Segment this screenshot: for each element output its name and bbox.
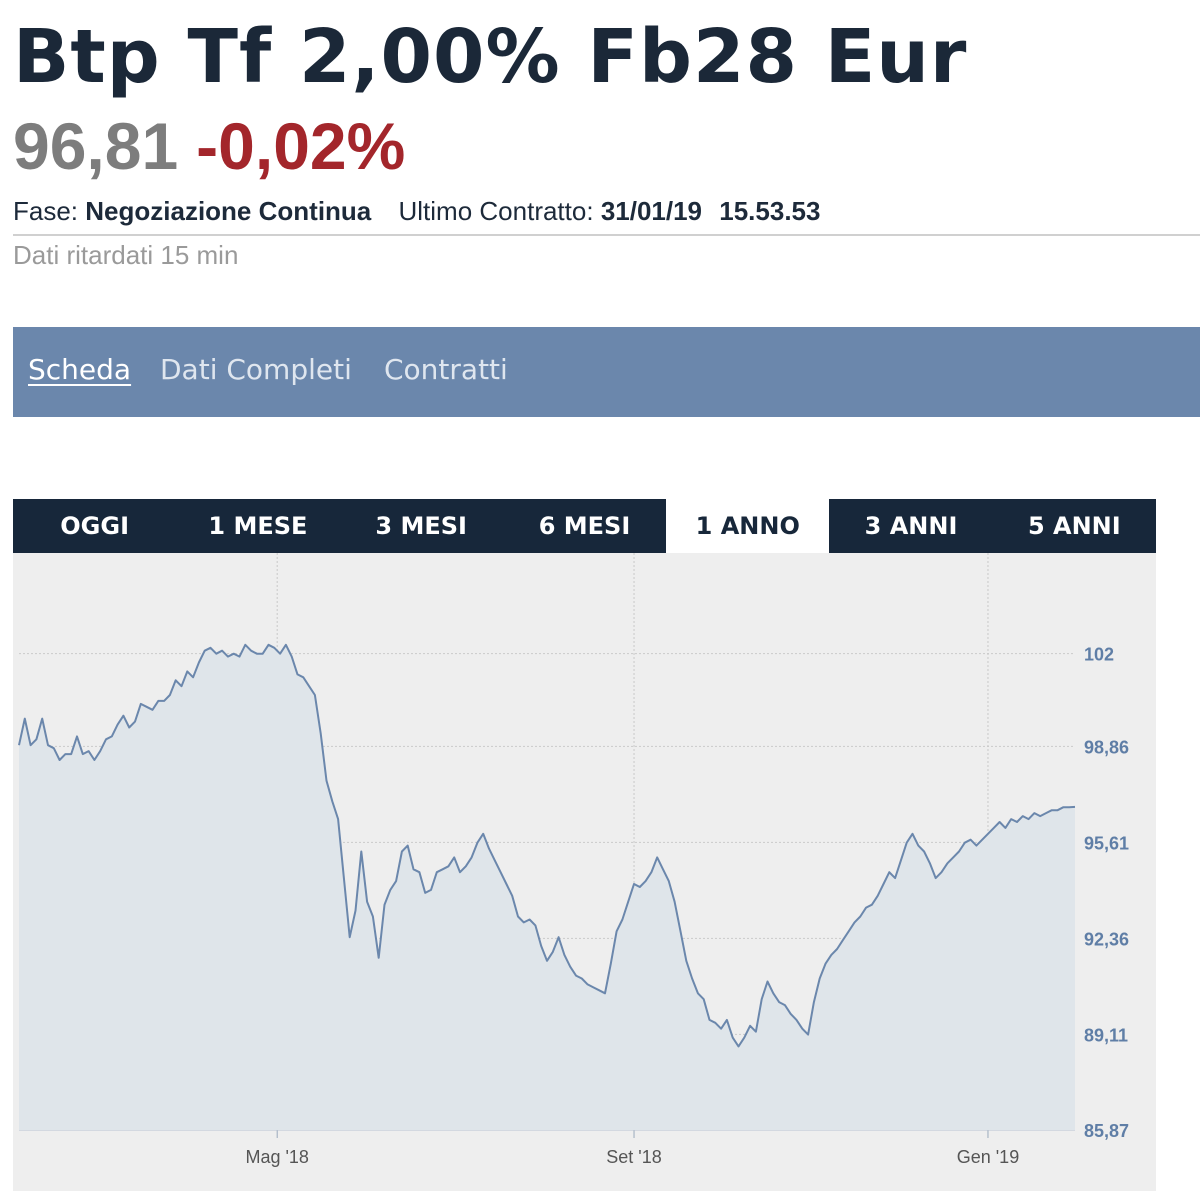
tab-contratti[interactable]: Contratti xyxy=(384,353,508,386)
divider xyxy=(13,234,1200,236)
x-tick-label: Mag '18 xyxy=(245,1147,308,1167)
delay-note: Dati ritardati 15 min xyxy=(13,240,239,270)
period-oggi[interactable]: OGGI xyxy=(60,512,129,540)
section-tabs: Scheda Dati Completi Contratti xyxy=(13,327,1200,417)
price-line xyxy=(18,643,1076,1048)
period-5-anni[interactable]: 5 ANNI xyxy=(1027,512,1121,540)
page-title: Btp Tf 2,00% Fb28 Eur xyxy=(13,14,968,100)
price-change: -0,02% xyxy=(196,109,406,183)
price-chart-svg: 102 98,86 95,61 92,36 89,11 85,87 Mag '18 Set … xyxy=(13,553,1156,1191)
phase-label: Fase: xyxy=(13,196,79,226)
period-3-anni[interactable]: 3 ANNI xyxy=(864,512,958,540)
y-tick-label: 89,11 xyxy=(1084,1025,1128,1045)
last-contract-label: Ultimo Contratto: xyxy=(398,196,594,226)
period-3-mesi[interactable]: 3 MESI xyxy=(375,512,467,540)
x-tick-label: Gen '19 xyxy=(957,1147,1019,1167)
trading-info: Fase: Negoziazione Continua Ultimo Contr… xyxy=(13,196,820,227)
last-price: 96,81 xyxy=(13,109,179,183)
phase-value: Negoziazione Continua xyxy=(85,196,372,226)
y-tick-label: 92,36 xyxy=(1084,929,1129,949)
last-contract-date: 31/01/19 xyxy=(600,196,703,226)
price-chart[interactable]: 102 98,86 95,61 92,36 89,11 85,87 Mag '18 Set … xyxy=(13,553,1156,1191)
last-contract-time: 15.53.53 xyxy=(719,196,821,226)
y-tick-label: 95,61 xyxy=(1084,833,1129,853)
period-6-mesi[interactable]: 6 MESI xyxy=(538,512,631,540)
y-tick-label: 102 xyxy=(1084,645,1114,665)
price-area xyxy=(19,644,1075,1130)
period-1-mese[interactable]: 1 MESE xyxy=(208,512,308,540)
tab-dati-completi[interactable]: Dati Completi xyxy=(160,353,352,386)
price-row: 96,81 -0,02% xyxy=(13,108,405,184)
y-tick-label: 85,87 xyxy=(1084,1121,1129,1141)
y-tick-label: 98,86 xyxy=(1084,737,1129,757)
x-tick-label: Set '18 xyxy=(606,1147,661,1167)
period-selector: OGGI 1 MESE 3 MESI 6 MESI 1 ANNO 3 ANNI … xyxy=(13,499,1156,553)
tab-scheda[interactable]: Scheda xyxy=(28,353,132,386)
period-1-anno[interactable]: 1 ANNO xyxy=(666,499,830,553)
